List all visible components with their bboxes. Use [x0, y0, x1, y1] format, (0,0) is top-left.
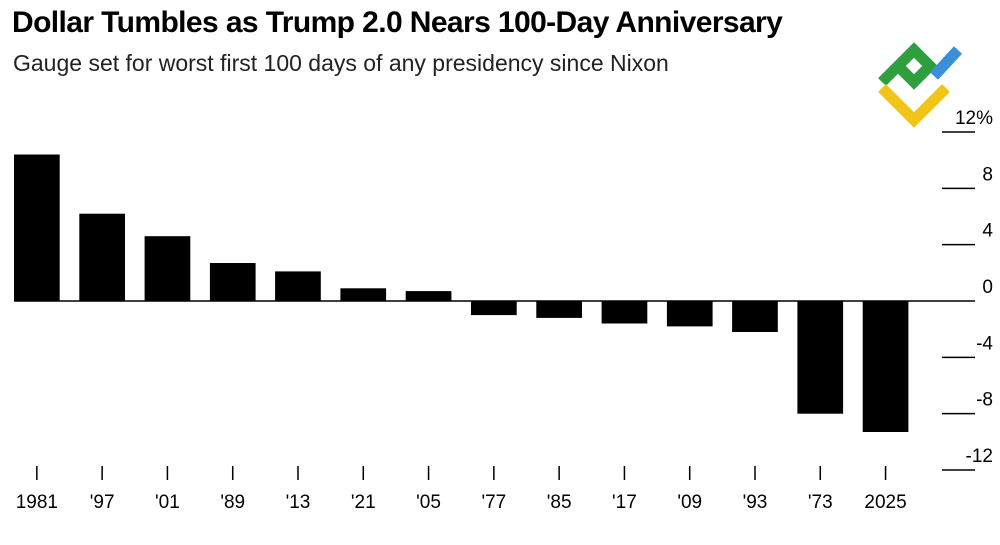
- y-tick-label-2: 4: [982, 221, 993, 242]
- bar-10: [666, 301, 713, 327]
- bar-4: [275, 271, 321, 301]
- x-tick-label-4: '13: [286, 492, 311, 513]
- bars-layer: [14, 154, 909, 432]
- logo-blue-stroke: [929, 46, 963, 80]
- x-tick-label-5: '21: [351, 492, 376, 513]
- y-tick-label-3: 0: [982, 277, 993, 298]
- brand-logo-icon: [878, 42, 963, 128]
- bar-8: [536, 301, 582, 318]
- y-tick-label-1: 8: [982, 164, 993, 185]
- bar-1: [79, 213, 125, 301]
- x-tick-label-2: '01: [155, 492, 180, 513]
- x-tick-label-1: '97: [90, 492, 115, 513]
- bar-2: [144, 236, 191, 301]
- bar-11: [732, 301, 778, 332]
- bar-0: [14, 154, 60, 301]
- bar-7: [471, 301, 517, 316]
- logo-yellow-stroke: [878, 84, 950, 128]
- bar-6: [405, 291, 452, 301]
- x-tick-label-0: 1981: [16, 492, 58, 513]
- y-tick-label-5: -8: [976, 390, 993, 411]
- x-tick-label-8: '85: [547, 492, 572, 513]
- chart-title: Dollar Tumbles as Trump 2.0 Nears 100-Da…: [12, 6, 783, 39]
- axis-layer: 1981 '97 '01 '89 '13 '21 '05 '77 '85 '17 '09 '93 '73…: [14, 108, 993, 513]
- x-tick-label-9: '17: [612, 492, 637, 513]
- x-tick-label-12: '73: [808, 492, 833, 513]
- y-tick-label-4: -4: [976, 333, 993, 354]
- chart-subtitle: Gauge set for worst first 100 days of an…: [13, 50, 669, 76]
- x-tick-label-10: '09: [677, 492, 702, 513]
- bar-5: [340, 288, 387, 301]
- bar-13: [862, 301, 909, 432]
- y-tick-label-0: 12%: [955, 108, 993, 129]
- bar-3: [209, 263, 256, 301]
- bar-12: [797, 301, 844, 414]
- y-tick-label-6: -12: [966, 446, 993, 467]
- x-tick-label-7: '77: [481, 492, 506, 513]
- logo-green-stroke: [878, 42, 938, 90]
- x-tick-label-3: '89: [220, 492, 245, 513]
- x-tick-label-6: '05: [416, 492, 441, 513]
- x-tick-label-13: 2025: [864, 492, 906, 513]
- bar-9: [601, 301, 648, 324]
- x-tick-label-11: '93: [743, 492, 768, 513]
